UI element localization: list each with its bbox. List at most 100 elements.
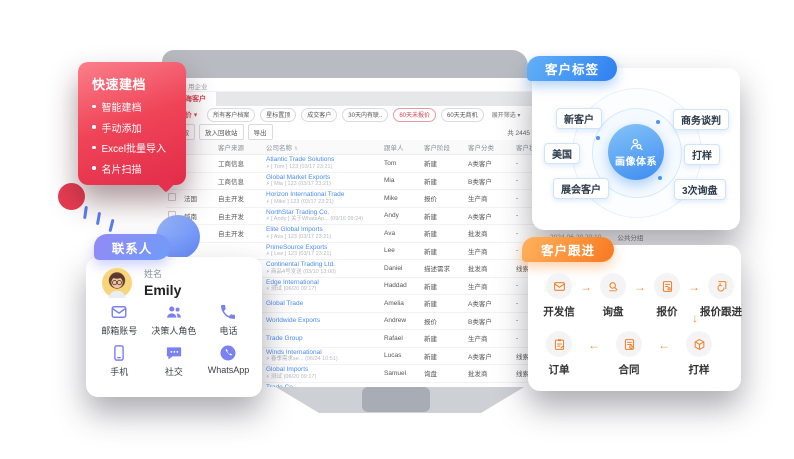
company-link[interactable]: Global Imports [266, 366, 309, 374]
cell-source: 工商信息 [216, 154, 264, 173]
company-link[interactable]: Horizon International Trade [266, 191, 345, 199]
cell-stage: 询盘 [422, 364, 466, 383]
cell-stage: 新建 [422, 329, 466, 348]
follow-step-报价跟进: 报价跟进 [700, 273, 742, 319]
cell-stage: 新建 [422, 207, 466, 225]
column-header[interactable]: 公司名称 ⇅ [264, 140, 382, 155]
flow-arrow-down: ↓ [692, 311, 698, 325]
flow-arrow-right: → [688, 280, 700, 294]
company-link[interactable]: Winds International [266, 348, 322, 356]
expand-filter-toggle[interactable]: 展开筛选 ▾ [491, 113, 521, 119]
filter-chip[interactable]: 30天内有联.. [342, 107, 389, 122]
avatar [102, 267, 132, 298]
company-link[interactable]: Trade Co. [266, 384, 380, 387]
follow-step-报价: 报价 [646, 273, 688, 319]
decor-blue-dash [83, 205, 88, 220]
filter-chip[interactable]: 所有客户档案 [207, 107, 256, 122]
person-search-icon [628, 136, 644, 152]
company-link[interactable]: Trade Group [266, 334, 303, 342]
cell-company: Horizon International Trade ⚡ [ Mike ] 12… [264, 189, 382, 208]
quick-create-item-label: 智能建档 [101, 103, 142, 114]
cell-source: 自主开发 [216, 207, 264, 225]
ring-dot [656, 120, 660, 124]
cell-company: NorthStar Trading Co. ⚡ [ Andy ] 关于WhatsA… [264, 207, 382, 225]
mobile-icon [110, 344, 128, 362]
cell-owner: Andy [382, 207, 422, 225]
cell-owner: Tom [382, 154, 422, 173]
company-followup-note: ⚡ 测试 (06/20 09:17) [266, 373, 317, 380]
quick-create-item: 名片扫描 [92, 161, 186, 176]
follow-up-row2: 订单 ← 合同 ← 打样 [538, 331, 720, 377]
follow-up-row1: 开发信 → 询盘 → 报价 → 报价跟进 [538, 273, 742, 319]
email-icon [110, 303, 128, 321]
company-link[interactable]: Global Market Exports [266, 173, 331, 181]
step-circle [708, 273, 734, 299]
contact-field-WhatsApp: WhatsApp [201, 344, 256, 378]
cell-category: 批发商 [466, 259, 514, 278]
filter-chip[interactable]: 60天未报价 [393, 107, 436, 122]
cell-stage: 新建 [422, 294, 466, 313]
tag-chip: 3次询盘 [674, 179, 726, 200]
inquiry-icon [607, 280, 620, 293]
cell-category: A类客户 [466, 347, 514, 365]
company-link[interactable]: NorthStar Trading Co. [266, 208, 330, 216]
sort-icon[interactable]: ⇅ [293, 146, 299, 152]
decor-blue-dash [108, 218, 115, 233]
profile-system-core: 画像体系 [608, 124, 664, 180]
step-label: 询盘 [602, 306, 624, 318]
contact-field-label: 手机 [110, 367, 129, 377]
followup-note-icon: ⚡ [266, 233, 270, 240]
followup-note-icon: ⚡ [266, 181, 270, 188]
decor-red-dot [58, 183, 85, 210]
followup-note-icon: ⚡ [266, 356, 270, 363]
cell-category: A类客户 [466, 294, 514, 313]
filter-chip[interactable]: 成交客户 [301, 107, 338, 122]
cell-stage: 报价 [422, 189, 466, 208]
column-header: 客户来源 [216, 140, 264, 155]
filter-chip[interactable]: 星标置顶 [260, 107, 297, 122]
row-checkbox[interactable] [168, 193, 176, 202]
company-link[interactable]: PrimeSource Exports [266, 243, 328, 251]
action-button[interactable]: 导出 [247, 123, 273, 140]
crm-top-nav: 用企业 [162, 78, 662, 92]
company-link[interactable]: Continental Trading Ltd. [266, 261, 336, 269]
cell-company: Atlantic Trade Solutions ⚡ [ Tom ] 123 (0… [264, 154, 382, 173]
tag-chip: 新客户 [556, 108, 602, 129]
company-followup-note: ⚡ 商品4号发送 (03/10 13:00) [266, 268, 336, 275]
quick-create-item: 智能建档 [92, 99, 186, 114]
cell-company: Winds International ⚡ 春季需求se... (06/24 10… [264, 347, 382, 365]
contact-card: 联系人 姓名 Emily 邮箱账号 决策人角色 电话 手机 社交 WhatsApp [86, 234, 262, 397]
decision-role-icon [165, 303, 183, 321]
cell-owner: Ava [382, 224, 422, 243]
ring-dot [658, 176, 662, 180]
step-circle [546, 273, 572, 299]
dev-letter-icon [553, 280, 566, 293]
step-circle [546, 331, 572, 357]
action-button[interactable]: 放入回收站 [199, 123, 244, 140]
follow-up-pill: 客户跟进 [522, 237, 614, 262]
social-icon [165, 344, 183, 362]
cell-owner: Lucas [382, 347, 422, 365]
contact-field-社交: 社交 [147, 344, 202, 378]
cell-source: 自主开发 [216, 189, 264, 208]
cell-owner: Lee [382, 242, 422, 260]
cell-stage: 描述需求 [422, 259, 466, 278]
company-link[interactable]: Edge International [266, 278, 319, 286]
company-link[interactable]: Elite Global Imports [266, 226, 323, 234]
flow-arrow-left: ← [588, 338, 600, 352]
contact-field-label: 社交 [164, 367, 183, 377]
company-link[interactable]: Worldwide Exports [266, 317, 321, 325]
cell-company: Worldwide Exports [264, 312, 382, 330]
company-link[interactable]: Atlantic Trade Solutions [266, 156, 335, 164]
step-label: 订单 [548, 364, 570, 376]
table-row: 法国 自主开发 Horizon International Trade ⚡ [ Mik… [166, 189, 662, 208]
cell-owner: Mike [382, 189, 422, 208]
header-country [182, 140, 216, 155]
follow-step-合同: 合同 [608, 331, 650, 377]
cell-category: 生产商 [466, 382, 514, 387]
company-link[interactable]: Global Trade [266, 299, 304, 307]
cell-stage: 新建 [422, 242, 466, 260]
cell-category: 生产商 [466, 242, 514, 260]
contact-header: 姓名 Emily [102, 267, 181, 298]
filter-chip[interactable]: 60天无商机 [441, 107, 484, 122]
